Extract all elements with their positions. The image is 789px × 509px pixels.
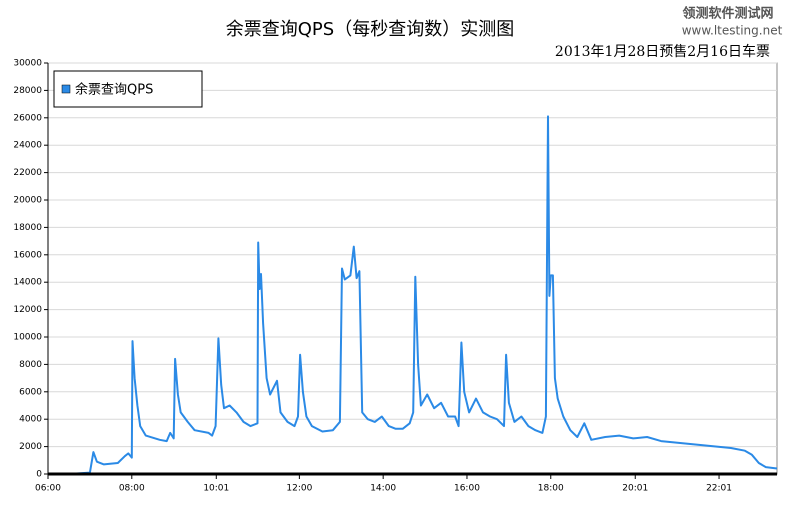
x-tick-label: 20:01 (622, 484, 648, 494)
x-tick-label: 22:01 (706, 484, 732, 494)
data-line (48, 115, 778, 475)
x-tick-label: 18:00 (538, 484, 564, 494)
chart-subtitle: 2013年1月28日预售2月16日车票 (555, 43, 770, 60)
y-tick-label: 18000 (13, 223, 42, 233)
y-tick-label: 22000 (13, 168, 42, 178)
x-tick-label: 12:00 (286, 484, 312, 494)
chart-title: 余票查询QPS（每秒查询数）实测图 (226, 19, 514, 40)
y-tick-label: 26000 (13, 113, 42, 123)
y-tick-label: 12000 (13, 305, 42, 315)
legend-box (53, 70, 203, 108)
x-tick-label: 06:00 (35, 484, 61, 494)
legend-label: 余票查询QPS (75, 82, 153, 98)
y-tick-label: 28000 (13, 86, 42, 96)
x-tick-label: 16:00 (454, 484, 480, 494)
y-tick-label: 0 (36, 470, 42, 480)
y-tick-label: 24000 (13, 141, 42, 151)
legend-swatch (61, 84, 71, 94)
y-tick-label: 14000 (13, 278, 42, 288)
y-tick-label: 16000 (13, 250, 42, 260)
x-tick-label: 10:01 (203, 484, 229, 494)
watermark: 领测软件测试网 (682, 6, 773, 22)
x-tick-label: 08:00 (119, 484, 145, 494)
y-tick-label: 30000 (13, 59, 42, 69)
y-tick-label: 8000 (19, 360, 42, 370)
y-tick-label: 10000 (13, 333, 42, 343)
y-tick-label: 4000 (19, 415, 42, 425)
y-tick-label: 6000 (19, 387, 42, 397)
y-tick-label: 20000 (13, 196, 42, 206)
y-tick-label: 2000 (19, 442, 42, 452)
x-tick-label: 14:00 (370, 484, 396, 494)
watermark: www.ltesting.net (682, 24, 783, 38)
